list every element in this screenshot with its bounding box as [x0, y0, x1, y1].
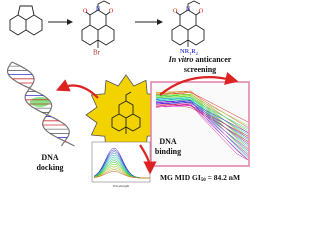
response-curve [155, 103, 249, 155]
response-curve [155, 103, 249, 137]
response-curve [155, 94, 249, 143]
binding-label-2: binding [155, 147, 181, 156]
bromo-naphthalimide: O O N Br [81, 0, 115, 57]
spectra-plot [93, 147, 150, 179]
docking-label-2: docking [36, 163, 63, 172]
page: O O N Br O O N NR1R2 Wavelength In vitro… [6, 0, 250, 188]
screening-label: In vitro anticancer [168, 55, 232, 64]
dna-structure [6, 61, 75, 147]
response-curve [155, 103, 249, 161]
screening-label-2: screening [184, 65, 216, 74]
response-curve [155, 104, 249, 142]
br-label: Br [93, 49, 101, 57]
response-curve [155, 100, 249, 139]
atom-o: O [109, 8, 114, 14]
docking-label: DNA [41, 153, 59, 162]
response-curve [155, 91, 249, 139]
response-curve [155, 103, 249, 161]
response-curve [155, 94, 249, 156]
arrow-docking [55, 79, 99, 99]
atom-n: N [186, 6, 191, 12]
response-curve [155, 96, 249, 154]
response-curve [155, 100, 249, 133]
response-curve [155, 101, 249, 144]
star-molecule [111, 91, 141, 134]
response-curve [155, 95, 249, 148]
arrow-binding [139, 144, 157, 175]
atom-o: O [173, 8, 178, 14]
response-curve [155, 97, 249, 159]
response-curve [155, 91, 249, 145]
acenaphthene [9, 5, 43, 36]
arrow-screening [159, 72, 239, 96]
spectrum [93, 171, 150, 179]
amino-naphthalimide: O O N NR1R2 [171, 0, 205, 56]
response-curve [155, 90, 249, 128]
binding-label: DNA [159, 137, 177, 146]
response-curve [155, 97, 249, 141]
response-curve [155, 93, 249, 132]
graphical-abstract: O O N Br O O N NR1R2 Wavelength In vitro… [6, 0, 250, 188]
screening-panel [150, 81, 250, 167]
screening-plot [155, 90, 249, 161]
nr-label: NR1R2 [180, 48, 198, 56]
response-curve [155, 98, 249, 146]
atom-o: O [199, 8, 204, 14]
gi50-label: MG MID GI50 = 84.2 nM [160, 173, 240, 183]
response-curve [155, 100, 249, 161]
atom-o: O [83, 8, 88, 14]
atom-n: N [96, 6, 101, 12]
spectra-x-label: Wavelength [113, 184, 130, 188]
response-curve [155, 92, 249, 150]
